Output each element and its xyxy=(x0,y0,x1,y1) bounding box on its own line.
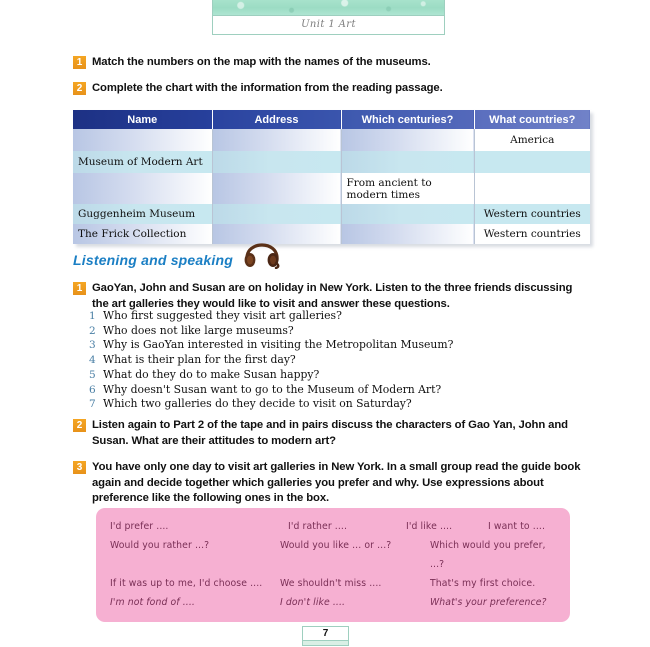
exercise-top-2: 2 Complete the chart with the informatio… xyxy=(73,81,583,97)
column-header-address: Address xyxy=(212,110,342,129)
cell-address[interactable] xyxy=(212,173,342,204)
expression-item: I'd like .... xyxy=(406,521,453,532)
expression-item: We shouldn't miss .... xyxy=(280,578,382,589)
exercise-number-badge: 1 xyxy=(73,56,86,69)
cell-countries[interactable]: Western countries xyxy=(474,224,590,244)
expression-item: Which would you prefer, ...? xyxy=(430,540,546,570)
museum-chart-table: Name Address Which centuries? What count… xyxy=(73,110,590,244)
cell-address[interactable] xyxy=(212,151,342,173)
question-text: Who first suggested they visit art galle… xyxy=(103,309,342,322)
question-number: 2 xyxy=(89,324,96,337)
list-item: 5 What do they do to make Susan happy? xyxy=(89,368,589,382)
table-row: The Frick Collection Western countries xyxy=(73,224,590,244)
question-text: Why doesn't Susan want to go to the Muse… xyxy=(103,382,442,396)
exercise-top-1: 1 Match the numbers on the map with the … xyxy=(73,55,573,71)
expression-item: If it was up to me, I'd choose .... xyxy=(110,578,263,589)
list-item: 3 Why is GaoYan interested in visiting t… xyxy=(89,338,589,352)
cell-countries[interactable] xyxy=(474,173,590,204)
question-number: 7 xyxy=(89,398,96,411)
expression-item: What's your preference? xyxy=(430,597,547,608)
question-list: 1 Who first suggested they visit art gal… xyxy=(89,309,589,412)
unit-figure: Unit 1 Art xyxy=(212,0,445,35)
unit-figure-caption: Unit 1 Art xyxy=(301,19,356,30)
headphones-icon xyxy=(242,243,282,274)
expressions-row: I'm not fond of .... I don't like .... W… xyxy=(96,593,570,612)
question-text: Who does not like large museums? xyxy=(103,323,294,337)
museum-chart: Name Address Which centuries? What count… xyxy=(73,110,590,244)
exercise-number-badge: 1 xyxy=(73,282,86,295)
list-item: 7 Which two galleries do they decide to … xyxy=(89,397,589,411)
list-item: 2 Who does not like large museums? xyxy=(89,324,589,338)
question-number: 4 xyxy=(89,354,96,367)
expression-item: I want to .... xyxy=(488,521,545,532)
cell-centuries[interactable] xyxy=(341,204,475,224)
cell-centuries[interactable] xyxy=(341,151,475,173)
expression-item: I'm not fond of .... xyxy=(110,597,195,608)
expression-item: Would you like ... or ...? xyxy=(280,540,392,551)
exercise-instruction-text: Listen again to Part 2 of the tape and i… xyxy=(92,419,568,447)
table-row: Museum of Modern Art xyxy=(73,151,590,173)
cell-name[interactable]: The Frick Collection xyxy=(73,224,213,244)
cell-centuries[interactable]: From ancient to modern times xyxy=(341,173,475,204)
exercise-instruction-text: Match the numbers on the map with the na… xyxy=(92,56,431,68)
expressions-row: If it was up to me, I'd choose .... We s… xyxy=(96,574,570,593)
exercise-instruction-text: Complete the chart with the information … xyxy=(92,82,443,94)
exercise-number-badge: 3 xyxy=(73,461,86,474)
question-number: 5 xyxy=(89,368,96,381)
listening-exercise-1: 1 GaoYan, John and Susan are on holiday … xyxy=(73,281,581,312)
cell-address[interactable] xyxy=(212,129,342,151)
column-header-countries: What countries? xyxy=(474,110,590,129)
cell-centuries[interactable] xyxy=(341,129,475,151)
question-text: What do they do to make Susan happy? xyxy=(103,367,320,381)
expression-item: I don't like .... xyxy=(280,597,346,608)
page-number-bar xyxy=(303,640,348,645)
cell-centuries[interactable] xyxy=(341,224,475,244)
list-item: 4 What is their plan for the first day? xyxy=(89,353,589,367)
cell-countries[interactable] xyxy=(474,151,590,173)
cell-address[interactable] xyxy=(212,224,342,244)
cell-name[interactable] xyxy=(73,173,213,204)
expression-item: That's my first choice. xyxy=(430,578,536,589)
expression-item: I'd rather .... xyxy=(288,521,348,532)
expression-item: Would you rather ...? xyxy=(110,540,210,551)
table-header-row: Name Address Which centuries? What count… xyxy=(73,110,590,129)
cell-countries[interactable]: America xyxy=(474,129,590,151)
question-text: Which two galleries do they decide to vi… xyxy=(103,397,412,411)
exercise-number-badge: 2 xyxy=(73,419,86,432)
question-text: Why is GaoYan interested in visiting the… xyxy=(103,338,454,352)
question-number: 3 xyxy=(89,339,96,352)
column-header-centuries: Which centuries? xyxy=(341,110,475,129)
table-row: Guggenheim Museum Western countries xyxy=(73,204,590,224)
expressions-row: Would you rather ...? Would you like ...… xyxy=(96,536,570,574)
column-header-name: Name xyxy=(73,110,213,129)
cell-name[interactable] xyxy=(73,129,213,151)
question-number: 6 xyxy=(89,383,96,396)
question-number: 1 xyxy=(89,310,96,322)
listening-exercise-2: 2 Listen again to Part 2 of the tape and… xyxy=(73,418,583,449)
section-title: Listening and speaking xyxy=(73,251,233,268)
expressions-row: I'd prefer .... I'd rather .... I'd like… xyxy=(96,517,570,536)
cell-name[interactable]: Museum of Modern Art xyxy=(73,151,213,173)
expression-item: I'd prefer .... xyxy=(110,521,169,532)
unit-photo-image xyxy=(213,0,444,16)
list-item: 1 Who first suggested they visit art gal… xyxy=(89,309,589,323)
section-heading: Listening and speaking xyxy=(73,243,282,274)
cell-address[interactable] xyxy=(212,204,342,224)
table-row: America xyxy=(73,129,590,151)
cell-countries[interactable]: Western countries xyxy=(474,204,590,224)
exercise-instruction-text: GaoYan, John and Susan are on holiday in… xyxy=(92,282,573,310)
list-item: 6 Why doesn't Susan want to go to the Mu… xyxy=(89,383,589,397)
listening-exercise-3: 3 You have only one day to visit art gal… xyxy=(73,460,586,507)
page-number-box: 7 xyxy=(302,626,349,646)
cell-name[interactable]: Guggenheim Museum xyxy=(73,204,213,224)
page-number: 7 xyxy=(322,628,329,639)
exercise-instruction-text: You have only one day to visit art galle… xyxy=(92,461,581,504)
question-text: What is their plan for the first day? xyxy=(103,353,296,367)
table-row: From ancient to modern times xyxy=(73,173,590,204)
exercise-number-badge: 2 xyxy=(73,82,86,95)
expressions-box: I'd prefer .... I'd rather .... I'd like… xyxy=(96,508,570,622)
